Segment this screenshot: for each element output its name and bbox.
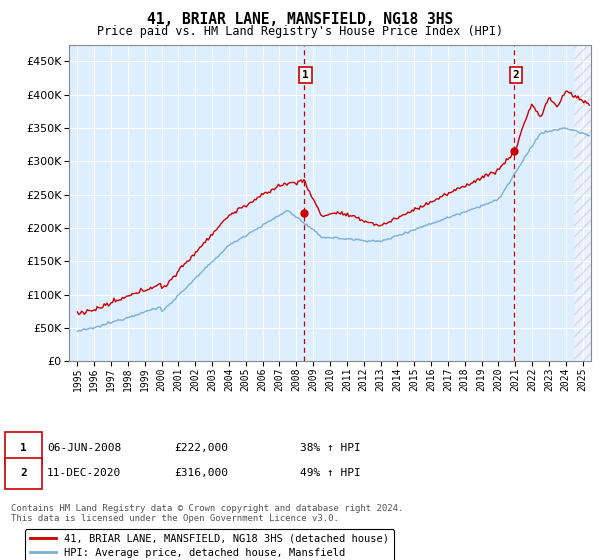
Bar (574, 45, 595, 361)
Text: Price paid vs. HM Land Registry's House Price Index (HPI): Price paid vs. HM Land Registry's House … (97, 25, 503, 38)
Text: £222,000: £222,000 (174, 443, 228, 453)
Text: 11-DEC-2020: 11-DEC-2020 (47, 468, 121, 478)
Text: 38% ↑ HPI: 38% ↑ HPI (300, 443, 361, 453)
Text: 1: 1 (302, 70, 309, 80)
Text: 49% ↑ HPI: 49% ↑ HPI (300, 468, 361, 478)
Text: Contains HM Land Registry data © Crown copyright and database right 2024.
This d: Contains HM Land Registry data © Crown c… (11, 504, 403, 524)
Text: 2: 2 (20, 468, 27, 478)
Text: 41, BRIAR LANE, MANSFIELD, NG18 3HS: 41, BRIAR LANE, MANSFIELD, NG18 3HS (147, 12, 453, 27)
Legend: 41, BRIAR LANE, MANSFIELD, NG18 3HS (detached house), HPI: Average price, detach: 41, BRIAR LANE, MANSFIELD, NG18 3HS (det… (25, 529, 394, 560)
Text: 06-JUN-2008: 06-JUN-2008 (47, 443, 121, 453)
Text: 1: 1 (20, 443, 27, 453)
Text: 2: 2 (512, 70, 519, 80)
Text: £316,000: £316,000 (174, 468, 228, 478)
